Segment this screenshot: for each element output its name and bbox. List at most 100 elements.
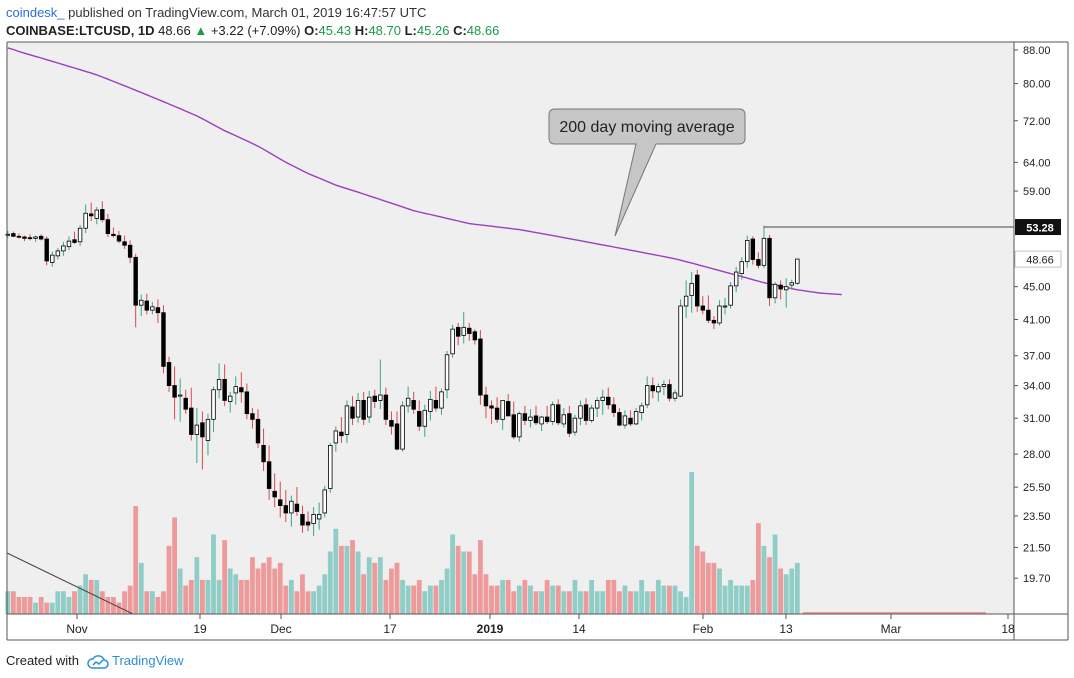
x-tick-label: Feb (693, 622, 714, 636)
candle (717, 300, 722, 326)
y-tick-label: 25.50 (1023, 482, 1051, 494)
candle-down-body (522, 413, 528, 421)
candle-down-body (111, 233, 116, 237)
candle (489, 400, 494, 424)
symbol-label[interactable]: COINBASE:LTCUSD, 1D (6, 23, 155, 38)
volume-bar (155, 596, 161, 614)
volume-bar (138, 562, 144, 614)
candle-down-body (628, 417, 633, 425)
candle (328, 442, 333, 493)
candle-down-body (617, 412, 622, 426)
high-value: 48.70 (368, 23, 401, 38)
moving-average-layer (7, 47, 842, 296)
candle-down-body (544, 416, 550, 423)
ma-annotation-callout[interactable]: 200 day moving average (548, 108, 746, 237)
volume-bar (528, 585, 533, 614)
candle (661, 380, 667, 396)
candle-up-body (550, 404, 555, 423)
candle-up-body (55, 250, 61, 257)
candle-down-body (244, 391, 250, 415)
volume-bar (16, 596, 22, 614)
candle-down-body (411, 400, 416, 410)
up-arrow-icon: ▲ (194, 23, 208, 38)
y-tick-label: 88.00 (1023, 45, 1051, 57)
x-tick-label: 14 (572, 622, 586, 636)
volume-bar (628, 591, 633, 614)
volume-bar (127, 585, 133, 614)
volume-bar (789, 568, 795, 614)
candle (494, 397, 500, 423)
candle-up-body (633, 411, 639, 425)
volume-bar (227, 568, 233, 614)
y-axis[interactable]: 88.00 80.00 72.00 64.00 59.00 53.28 48.66 45.00… (1014, 45, 1062, 585)
candle (105, 213, 111, 237)
x-axis[interactable]: Nov 19 Dec 17 2019 14 Feb 13 Mar 18 (66, 614, 1015, 636)
candle (172, 366, 177, 420)
candle (667, 379, 672, 402)
ma200-line (7, 47, 842, 296)
volume-bar (622, 585, 628, 614)
volume-bar (88, 579, 94, 614)
candle (455, 322, 461, 346)
candle (289, 495, 294, 527)
volume-bar (617, 591, 622, 614)
trend-line[interactable] (6, 552, 134, 615)
candle-up-body (461, 326, 466, 336)
candle (511, 401, 516, 440)
volume-bar (500, 579, 506, 614)
volume-bar (272, 568, 278, 614)
candle (422, 404, 427, 437)
candle-down-body (133, 256, 138, 306)
candle (517, 411, 522, 442)
volume-bar (678, 591, 683, 614)
candle (728, 281, 733, 309)
candle-up-body (578, 405, 583, 419)
candle (461, 311, 466, 344)
tradingview-link[interactable]: TradingView (112, 653, 184, 668)
volume-bar (461, 551, 467, 614)
candle-down-body (239, 387, 244, 393)
volume-bar (244, 579, 250, 614)
candle (611, 397, 617, 418)
candle (27, 234, 33, 241)
volume-bar (578, 591, 583, 614)
candle-up-body (772, 283, 778, 299)
volume-bar (377, 557, 383, 614)
volume-bar (605, 579, 611, 614)
candle (594, 397, 600, 418)
volume-bar (439, 579, 444, 614)
volume-bar (105, 596, 111, 614)
volume-bar (99, 591, 105, 614)
volume-bar (516, 585, 522, 614)
candle-down-body (89, 213, 94, 217)
candle (83, 204, 88, 233)
candle-up-body (422, 409, 427, 427)
x-tick-label: Nov (66, 622, 87, 636)
candle-up-body (139, 299, 144, 306)
candle-down-body (266, 461, 272, 489)
candle-down-body (122, 241, 127, 246)
volume-bar (700, 551, 706, 614)
candle-down-body (222, 379, 227, 401)
volume-bar (689, 472, 695, 614)
candle-down-body (127, 244, 133, 258)
candle (194, 408, 200, 464)
author-link[interactable]: coindesk_ (6, 5, 65, 20)
candle (500, 400, 505, 430)
volume-bar (233, 574, 239, 614)
candle-down-body (606, 396, 611, 406)
volume-bar (611, 579, 617, 614)
candle-up-body (405, 397, 411, 407)
candle-up-body (561, 414, 566, 425)
last-price: 48.66 (158, 23, 191, 38)
candle-up-body (205, 418, 211, 441)
volume-bar (283, 585, 289, 614)
candle-down-body (394, 423, 400, 450)
open-value: 45.43 (318, 23, 352, 38)
x-tick-label: 18 (1001, 622, 1015, 636)
volume-bar (494, 585, 500, 614)
candle (66, 236, 72, 251)
published-text: published on TradingView.com, March 01, … (68, 5, 427, 20)
candle (116, 230, 122, 244)
